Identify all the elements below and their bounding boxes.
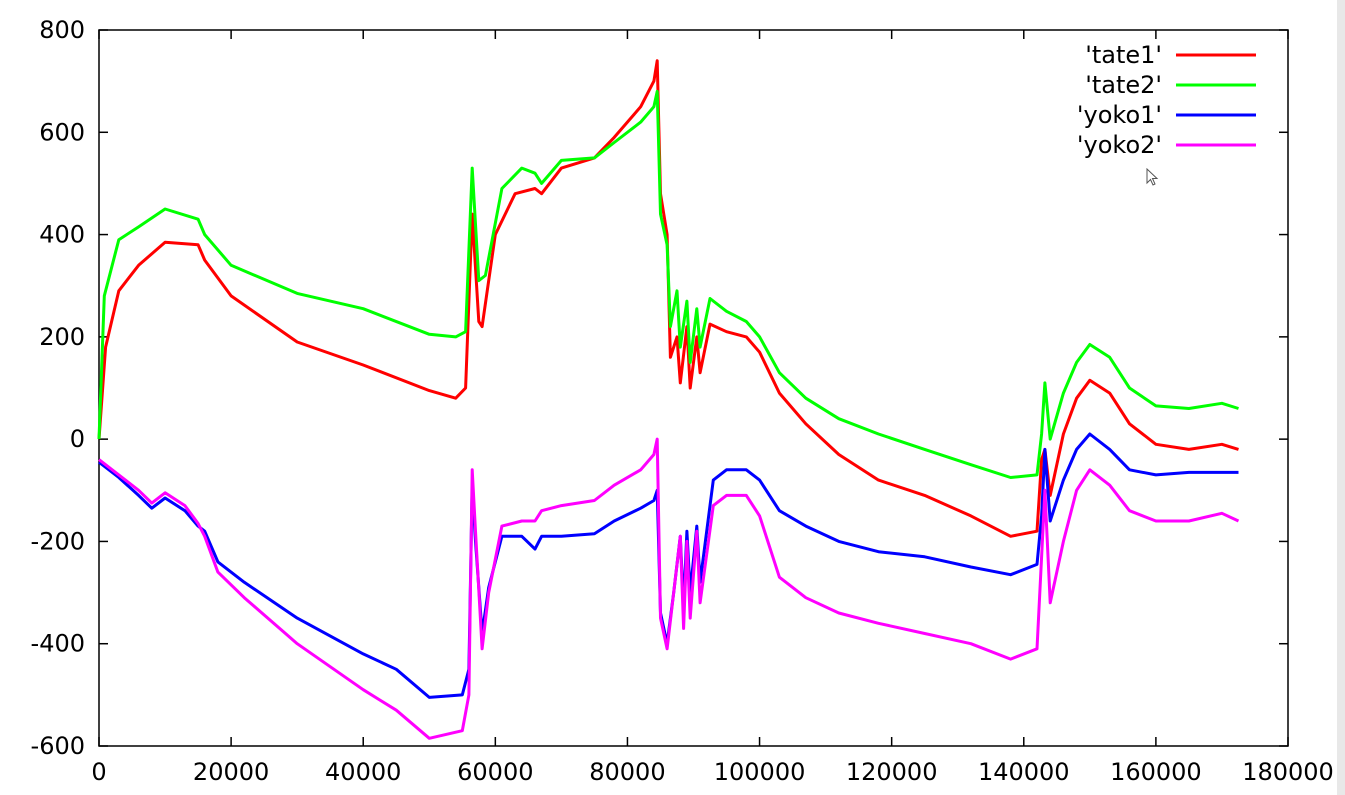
x-tick-label: 0	[91, 758, 106, 786]
y-tick-label: -400	[31, 630, 85, 658]
y-tick-label: 400	[39, 221, 85, 249]
y-tick-label: -200	[31, 527, 85, 555]
plot-frame	[98, 29, 1289, 747]
x-axis: 0 20000 40000 60000 80000 100000 120000 140000 1…	[91, 30, 1334, 786]
y-tick-label: 200	[39, 323, 85, 351]
y-tick-label: 800	[39, 16, 85, 44]
x-tick-label: 120000	[846, 758, 938, 786]
y-tick-label: 0	[70, 425, 85, 453]
series-line-2	[97, 89, 1239, 479]
x-tick-label: 40000	[325, 758, 401, 786]
series-line-4	[98, 437, 1240, 740]
legend: 'tate1''tate2''yoko1''yoko2'	[1077, 41, 1256, 159]
y-axis: -600 -400 -200 0 200 400 600 800	[31, 16, 1288, 760]
x-tick-label: 60000	[457, 758, 533, 786]
series-line-3	[98, 432, 1239, 699]
legend-label: 'tate2'	[1085, 71, 1162, 99]
legend-label: 'yoko1'	[1077, 101, 1162, 129]
x-tick-label: 20000	[193, 758, 269, 786]
legend-label: 'yoko2'	[1077, 131, 1162, 159]
legend-label: 'tate1'	[1085, 41, 1162, 69]
y-tick-label: 600	[39, 118, 85, 146]
x-tick-label: 140000	[978, 758, 1070, 786]
y-tick-label: -600	[31, 732, 85, 760]
series-layer	[97, 59, 1240, 740]
x-tick-label: 100000	[714, 758, 806, 786]
x-tick-label: 180000	[1242, 758, 1334, 786]
x-tick-label: 80000	[589, 758, 665, 786]
x-tick-label: 160000	[1110, 758, 1202, 786]
vertical-scrollbar[interactable]	[1337, 0, 1345, 795]
mouse-pointer-icon	[1146, 168, 1159, 186]
